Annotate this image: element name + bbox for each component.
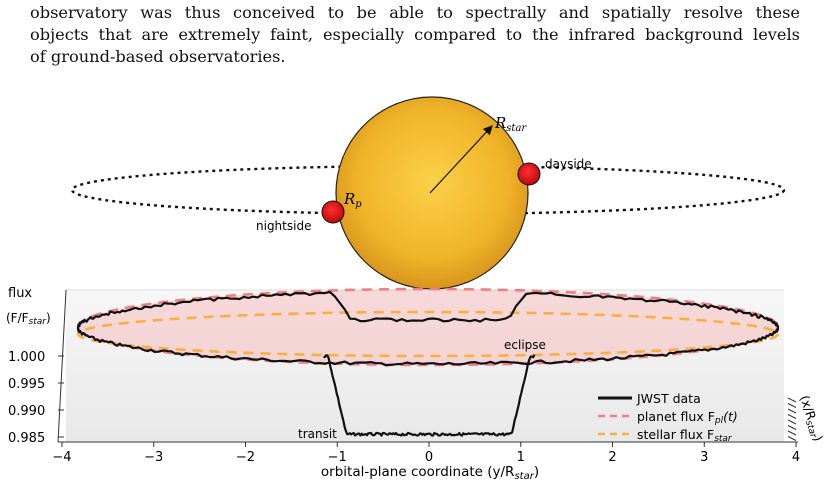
schematic: Rstar dayside Rp nightside bbox=[70, 96, 786, 290]
y-tick-label: 1.000 bbox=[8, 350, 45, 365]
planet-flux-fill bbox=[78, 289, 778, 365]
legend-label-stellar: stellar flux Fstar bbox=[637, 427, 733, 444]
z-axis-label-line1: flux bbox=[8, 286, 32, 301]
legend-label-jwst: JWST data bbox=[636, 391, 701, 406]
depth-tick bbox=[787, 430, 797, 436]
paragraph-line: objects that are extremely faint, especi… bbox=[30, 25, 800, 44]
r-p-label: Rp bbox=[343, 190, 362, 210]
radius-arrow bbox=[429, 125, 493, 194]
depth-tick bbox=[787, 414, 797, 419]
x-tick-label: 0 bbox=[425, 450, 433, 465]
legend: JWST data planet flux Fpl(t) stellar flu… bbox=[598, 391, 738, 444]
depth-tick bbox=[787, 403, 797, 408]
y-tick-label: 0.990 bbox=[8, 404, 45, 419]
annotation-eclipse: eclipse bbox=[504, 338, 546, 352]
depth-axis-label: (x/Rstar) bbox=[795, 393, 824, 443]
x-axis-label: orbital-plane coordinate (y/Rstar) bbox=[321, 464, 539, 482]
dayside-label: dayside bbox=[545, 157, 592, 171]
x-tick-label: 2 bbox=[608, 450, 616, 465]
depth-tick bbox=[787, 436, 797, 441]
x-tick-label: 1 bbox=[517, 450, 525, 465]
nightside-label: nightside bbox=[256, 219, 311, 233]
paragraph-line: of ground-based observatories. bbox=[30, 47, 286, 66]
r-star-label: Rstar bbox=[494, 114, 527, 134]
legend-label-planet: planet flux Fpl(t) bbox=[637, 409, 738, 426]
jwst-phase-curve bbox=[76, 290, 780, 367]
depth-tick bbox=[787, 419, 797, 425]
x-tick-label: −1 bbox=[328, 450, 347, 465]
planet-dayside bbox=[517, 162, 541, 186]
y-axis-ticks: 1.000 0.995 0.990 0.985 bbox=[8, 350, 64, 446]
x-tick-label: 3 bbox=[700, 450, 708, 465]
depth-tick bbox=[787, 397, 797, 403]
depth-tick bbox=[787, 408, 797, 414]
depth-axis-ticks bbox=[787, 397, 797, 441]
planet-nightside bbox=[321, 200, 345, 224]
data-curves bbox=[76, 290, 780, 437]
y-tick-label: 0.985 bbox=[8, 431, 45, 446]
annotation-transit: transit bbox=[298, 427, 337, 441]
x-tick-label: −2 bbox=[236, 450, 255, 465]
y-tick-label: 0.995 bbox=[8, 377, 45, 392]
depth-tick bbox=[787, 425, 797, 430]
x-tick-label: −3 bbox=[144, 450, 163, 465]
x-axis-ticks: −4 −3 −2 −1 0 1 2 3 4 bbox=[52, 442, 800, 465]
x-tick-label: −4 bbox=[52, 450, 71, 465]
body-paragraph: observatory was thus conceived to be abl… bbox=[30, 2, 800, 68]
jwst-transit-curve bbox=[323, 354, 536, 437]
y-axis-line bbox=[57, 289, 67, 443]
x-tick-label: 4 bbox=[792, 450, 800, 465]
paragraph-line: observatory was thus conceived to be abl… bbox=[30, 3, 800, 22]
z-axis-label-line2: (F/Fstar) bbox=[6, 311, 51, 327]
stellar-flux-orbit bbox=[76, 310, 780, 358]
